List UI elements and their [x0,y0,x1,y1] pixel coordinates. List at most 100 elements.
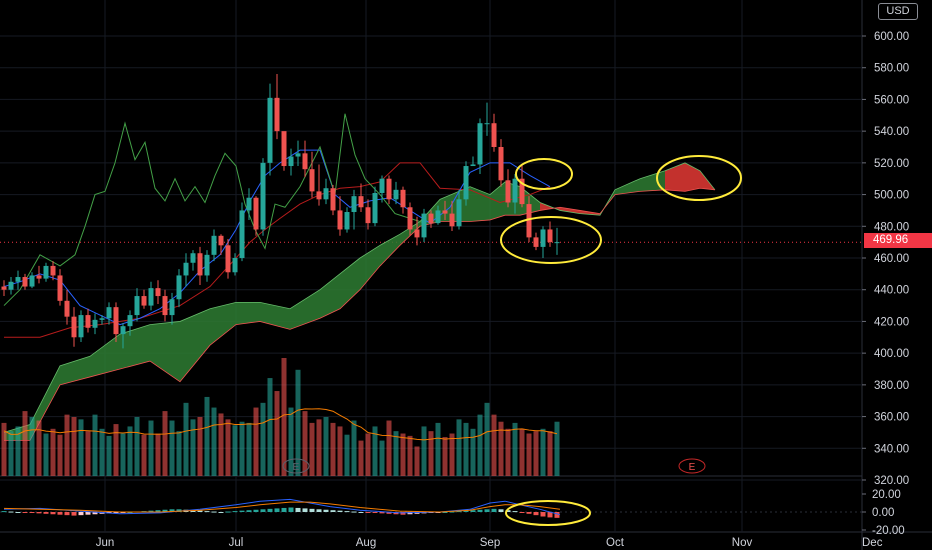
candle-body [512,178,518,203]
macd-histogram-bar [526,512,532,514]
volume-bar [365,433,371,476]
volume-bar [316,419,322,476]
price-tick-label: 560.00 [874,94,909,106]
volume-bar [274,391,280,476]
candle-body [141,296,147,306]
candle-body [204,254,210,276]
volume-bar [519,428,525,476]
macd-histogram-bar [274,508,280,512]
candle-body [190,253,196,263]
candle-body [491,123,497,147]
candle-body [64,300,70,317]
volume-bar [337,426,343,476]
volume-bar [267,378,273,476]
macd-histogram-bar [204,511,210,513]
candle-body [330,188,336,211]
volume-bar [169,420,175,476]
macd-histogram-bar [316,509,322,512]
macd-histogram-bar [498,509,504,512]
macd-pane [0,498,862,518]
macd-histogram-bar [162,509,168,512]
candle-body [484,123,490,125]
candle-body [526,204,532,238]
volume-bar [295,369,301,476]
volume-bar [218,413,224,476]
volume-bar [498,421,504,476]
candle-body [232,258,238,273]
candle-body [435,210,441,224]
volume-bar [183,402,189,476]
candle-body [456,199,462,227]
macd-histogram-bar [281,507,287,512]
macd-histogram-bar [15,512,21,513]
volume-bar [99,428,105,476]
candlesticks [1,74,560,349]
cloud-bull-region [600,170,665,216]
macd-histogram-bar [442,512,448,513]
candle-body [155,288,161,297]
axes: 600.00 580.00 560.00 540.00 520.00 500.00 480.… [96,31,909,549]
candle-body [22,277,28,287]
volume-bar [547,431,553,476]
volume-bar [484,402,490,476]
macd-histogram-bar [253,509,259,512]
price-tick-label: 360.00 [874,412,909,424]
macd-histogram-bar [232,511,238,513]
macd-histogram-bar [218,512,224,513]
candle-body [211,235,217,255]
volume-bar [253,407,259,476]
candle-body [169,299,175,316]
price-tick-label: 500.00 [874,190,909,202]
candle-body [225,245,231,273]
candle-body [50,265,56,276]
macd-histogram-bar [323,509,329,512]
macd-histogram-bar [29,512,35,513]
candle-body [407,207,413,230]
macd-histogram-bar [351,511,357,513]
earnings-badge [678,458,706,474]
volume-bar [43,433,49,476]
candle-body [428,213,434,224]
candle-body [288,156,294,167]
volume-bar [400,433,406,476]
volume-bar [358,440,364,476]
macd-histogram-bar [85,512,91,515]
volume-bar [15,426,21,476]
candle-body [99,318,105,320]
conversion-line [3,149,551,326]
volume-bar [470,428,476,476]
candle-body [449,213,455,227]
volume-bar [22,411,28,476]
volume-bar [330,422,336,476]
macd-line [3,498,561,516]
currency-badge[interactable]: USD [878,3,918,20]
volume-bar [176,431,182,476]
date-tick-label: Sep [480,537,500,549]
candle-body [463,166,469,200]
volume-bar [204,396,210,476]
macd-histogram-bar [211,511,217,513]
macd-histogram-bar [22,512,28,513]
volume-bar [29,417,35,476]
candle-body [134,296,140,316]
volume-bar [309,422,315,476]
macd-tick-label: 0.00 [872,507,894,519]
volume-bar [78,419,84,476]
candle-body [344,212,350,230]
candle-body [379,178,385,193]
volume-bar [456,419,462,476]
candle-body [8,281,14,290]
macd-histogram-bar [43,512,49,514]
candle-body [393,189,399,200]
candle-body [106,307,112,319]
macd-histogram-bar [260,509,266,512]
candle-body [295,153,301,157]
cloud-bull-region [4,181,540,441]
price-tick-label: 320.00 [874,475,909,487]
macd-histogram-bar [92,512,98,515]
volume-bar [190,419,196,476]
candle-body [260,162,266,230]
price-tick-label: 580.00 [874,63,909,75]
